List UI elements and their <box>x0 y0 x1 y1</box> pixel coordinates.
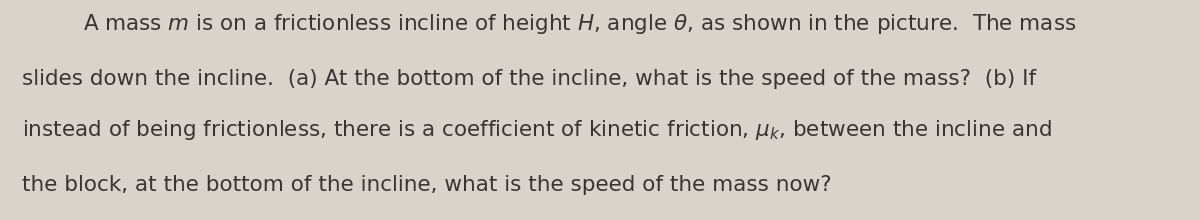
Text: A mass $m$ is on a frictionless incline of height $H$, angle $\theta$, as shown : A mass $m$ is on a frictionless incline … <box>83 12 1076 36</box>
Text: the block, at the bottom of the incline, what is the speed of the mass now?: the block, at the bottom of the incline,… <box>22 175 832 195</box>
Text: slides down the incline.  (a) At the bottom of the incline, what is the speed of: slides down the incline. (a) At the bott… <box>22 69 1036 89</box>
Text: instead of being frictionless, there is a coefficient of kinetic friction, $\mu_: instead of being frictionless, there is … <box>22 118 1051 142</box>
